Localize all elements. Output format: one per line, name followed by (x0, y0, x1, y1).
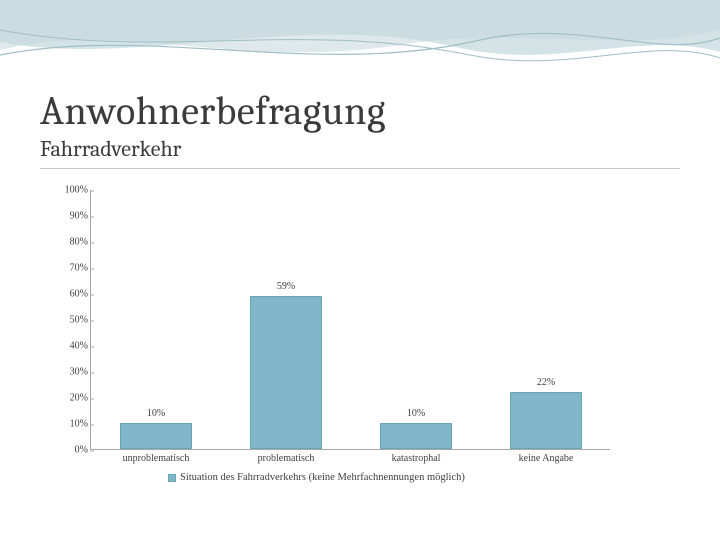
legend-marker-icon (168, 474, 176, 482)
page-subtitle: Fahrradverkehr (40, 136, 680, 169)
y-tick: 50% (48, 315, 88, 326)
y-tick: 60% (48, 289, 88, 300)
y-tick: 20% (48, 393, 88, 404)
y-tick: 40% (48, 341, 88, 352)
bar (380, 423, 452, 449)
bar (120, 423, 192, 449)
legend-label: Situation des Fahrradverkehrs (keine Meh… (180, 472, 465, 483)
y-tick: 100% (48, 185, 88, 196)
bar (250, 296, 322, 449)
bar-value-label: 10% (386, 408, 446, 419)
y-tick: 90% (48, 211, 88, 222)
y-tick: 80% (48, 237, 88, 248)
x-category-label: keine Angabe (519, 453, 574, 464)
bar (510, 392, 582, 449)
x-category-label: problematisch (258, 453, 315, 464)
y-tick: 10% (48, 419, 88, 430)
bar-value-label: 59% (256, 281, 316, 292)
bar-value-label: 22% (516, 377, 576, 388)
plot-area: 10%unproblematisch59%problematisch10%kat… (90, 190, 610, 450)
y-tick: 70% (48, 263, 88, 274)
x-category-label: katastrophal (392, 453, 441, 464)
bar-chart: 0%10%20%30%40%50%60%70%80%90%100% 10%unp… (48, 190, 618, 450)
page-title: Anwohnerbefragung (40, 88, 680, 134)
bar-value-label: 10% (126, 408, 186, 419)
decorative-wave (0, 0, 720, 90)
slide-content: Anwohnerbefragung Fahrradverkehr (40, 88, 680, 169)
y-tick: 30% (48, 367, 88, 378)
y-tick: 0% (48, 445, 88, 456)
x-category-label: unproblematisch (123, 453, 190, 464)
legend: Situation des Fahrradverkehrs (keine Meh… (168, 472, 465, 483)
